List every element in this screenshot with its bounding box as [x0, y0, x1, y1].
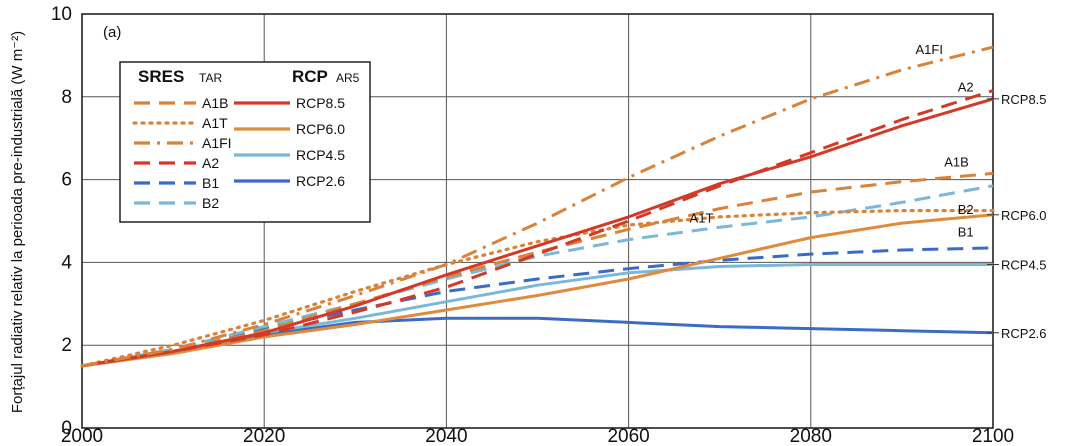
x-tick-label: 2080	[790, 426, 832, 446]
end-label-rcp6-0: RCP6.0	[1001, 208, 1047, 223]
panel-label: (a)	[103, 24, 121, 41]
x-tick-label: 2020	[243, 426, 285, 446]
legend-label: A1FI	[202, 135, 232, 151]
series-lines	[80, 45, 995, 368]
legend-label: B1	[202, 175, 219, 191]
y-tick-label: 2	[61, 335, 72, 356]
legend-rcp-subtitle: AR5	[336, 71, 360, 85]
legend-label: B2	[202, 195, 219, 211]
axes: 2000 2020 2040 2060 2080 2100 0 2 4 6 8 10	[51, 4, 1014, 446]
legend-sres-subtitle: TAR	[199, 71, 222, 85]
plot-frame	[81, 13, 994, 429]
x-tick-label: 2000	[61, 426, 103, 446]
legend-label: RCP6.0	[296, 121, 345, 137]
x-tick-label: 2040	[425, 426, 467, 446]
series-line-a1fi	[81, 45, 994, 368]
x-tick-label: 2060	[607, 426, 649, 446]
y-tick-label: 8	[61, 87, 72, 108]
series-line-rcp8-5	[81, 97, 994, 368]
legend-label: RCP8.5	[296, 95, 345, 111]
y-tick-label: 4	[61, 252, 72, 273]
legend-entries: A1B A1T A1FI A2 B1 B2 RCP8.5 RCP6.0 RCP4.5 RCP2.6	[132, 95, 345, 211]
end-label-rcp4-5: RCP4.5	[1001, 257, 1047, 272]
series-label-b1: B1	[958, 225, 974, 240]
end-label-rcp8-5: RCP8.5	[1001, 92, 1047, 107]
series-line-a1t	[80, 209, 995, 368]
y-tick-label: 0	[61, 418, 72, 439]
legend-label: RCP2.6	[296, 173, 345, 189]
series-label-a1t: A1T	[690, 211, 714, 226]
y-tick-label: 6	[61, 170, 72, 191]
legend-box	[119, 61, 371, 223]
series-labels: RCP8.5 RCP6.0 RCP4.5 RCP2.6 A1FI A2 A1B B2 A1T B1	[690, 42, 1047, 341]
series-label-a2: A2	[958, 79, 974, 94]
y-axis-label: Forțajul radiativ relativ la perioada pr…	[9, 31, 26, 413]
end-label-rcp2-6: RCP2.6	[1001, 326, 1047, 341]
y-tick-label: 10	[51, 4, 72, 25]
series-line-rcp6-0	[81, 213, 994, 368]
x-tick-label: 2100	[972, 426, 1014, 446]
series-label-a1b: A1B	[944, 155, 969, 170]
legend-rcp-title: RCP	[292, 67, 328, 86]
legend-label: RCP4.5	[296, 147, 345, 163]
series-label-a1fi: A1FI	[915, 42, 942, 57]
legend-sres-title: SRES	[138, 67, 184, 86]
series-label-b2: B2	[958, 202, 974, 217]
legend-label: A2	[202, 155, 219, 171]
legend: SRES TAR RCP AR5 A1B A1T A1FI A2 B1 B2 RCP8.5 R…	[119, 61, 371, 223]
legend-label: A1T	[202, 115, 228, 131]
legend-label: A1B	[202, 95, 228, 111]
